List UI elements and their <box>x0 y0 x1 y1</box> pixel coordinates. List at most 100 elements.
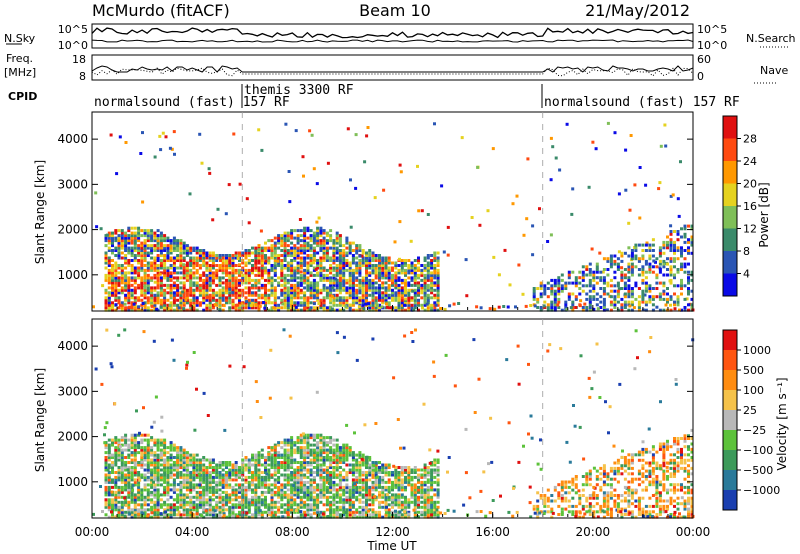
data-cell <box>630 303 634 307</box>
data-cell <box>277 441 281 445</box>
data-cell <box>423 281 427 285</box>
data-cell <box>150 286 154 290</box>
data-cell <box>182 500 186 504</box>
data-cell <box>176 288 180 292</box>
data-cell <box>290 241 294 245</box>
data-cell <box>543 287 547 290</box>
data-cell <box>342 298 346 302</box>
data-cell <box>433 256 437 260</box>
data-cell <box>536 300 540 304</box>
data-cell <box>680 308 683 312</box>
data-cell <box>124 488 128 492</box>
data-cell <box>260 148 264 152</box>
data-cell <box>676 295 680 299</box>
data-cell <box>293 236 297 240</box>
data-cell <box>182 461 186 464</box>
data-cell <box>426 278 430 282</box>
data-cell <box>355 515 359 519</box>
data-cell <box>319 451 323 455</box>
data-cell <box>260 268 264 272</box>
data-cell <box>410 303 414 307</box>
data-cell <box>257 308 261 312</box>
data-cell <box>150 301 154 305</box>
data-cell <box>293 301 297 305</box>
data-cell <box>335 468 339 472</box>
data-cell <box>163 466 167 469</box>
data-cell <box>312 239 316 243</box>
data-cell <box>319 256 323 260</box>
data-cell <box>588 300 592 304</box>
data-cell <box>133 271 137 275</box>
data-cell <box>127 234 131 238</box>
data-cell <box>355 468 359 472</box>
data-cell <box>417 259 420 262</box>
data-cell <box>309 478 313 482</box>
data-cell <box>277 466 281 469</box>
data-cell <box>176 471 180 474</box>
data-cell <box>645 241 649 245</box>
data-cell <box>299 276 303 280</box>
data-cell <box>127 296 131 300</box>
data-cell <box>312 451 316 455</box>
data-cell <box>264 241 267 245</box>
data-cell <box>293 488 297 492</box>
data-cell <box>104 468 108 472</box>
data-cell <box>264 456 267 459</box>
data-cell <box>257 273 261 277</box>
data-cell <box>348 498 352 502</box>
data-cell <box>137 446 141 450</box>
data-cell <box>127 473 131 477</box>
data-cell <box>277 254 281 257</box>
data-cell <box>153 483 157 487</box>
data-cell <box>228 271 232 275</box>
data-cell <box>270 244 274 248</box>
data-cell <box>146 264 150 267</box>
data-cell <box>358 291 362 295</box>
data-cell <box>316 446 320 450</box>
data-cell <box>322 488 326 492</box>
data-cell <box>644 243 648 247</box>
data-cell <box>114 239 118 243</box>
data-cell <box>644 262 648 266</box>
data-cell <box>140 234 144 238</box>
data-cell <box>361 513 365 517</box>
data-cell <box>426 261 430 265</box>
data-cell <box>267 458 271 462</box>
data-cell <box>662 292 666 296</box>
data-cell <box>595 297 599 301</box>
data-cell <box>179 291 183 295</box>
data-cell <box>368 259 372 262</box>
data-cell <box>114 471 118 474</box>
data-cell <box>342 451 346 455</box>
colorbar-swatch <box>723 273 737 296</box>
data-cell <box>358 515 362 519</box>
data-cell <box>146 276 150 280</box>
data-cell <box>182 513 186 517</box>
data-cell <box>176 291 180 295</box>
data-cell <box>316 443 320 447</box>
data-cell <box>221 266 225 270</box>
data-cell <box>153 503 157 507</box>
data-cell <box>391 281 394 285</box>
data-cell <box>309 495 313 499</box>
data-cell <box>306 508 310 512</box>
data-cell <box>104 473 108 477</box>
data-cell <box>641 295 645 299</box>
data-cell <box>319 239 323 243</box>
data-cell <box>332 475 336 479</box>
data-cell <box>384 296 388 300</box>
data-cell <box>554 156 558 160</box>
data-cell <box>345 261 349 265</box>
data-cell <box>335 231 339 235</box>
data-cell <box>322 485 326 489</box>
data-cell <box>202 249 206 252</box>
data-cell <box>433 306 437 310</box>
data-cell <box>120 513 124 517</box>
data-cell <box>581 270 585 274</box>
data-cell <box>293 458 297 462</box>
data-cell <box>254 251 258 255</box>
data-cell <box>130 231 134 235</box>
data-cell <box>130 226 134 230</box>
data-cell <box>218 266 222 270</box>
data-cell <box>325 231 329 235</box>
